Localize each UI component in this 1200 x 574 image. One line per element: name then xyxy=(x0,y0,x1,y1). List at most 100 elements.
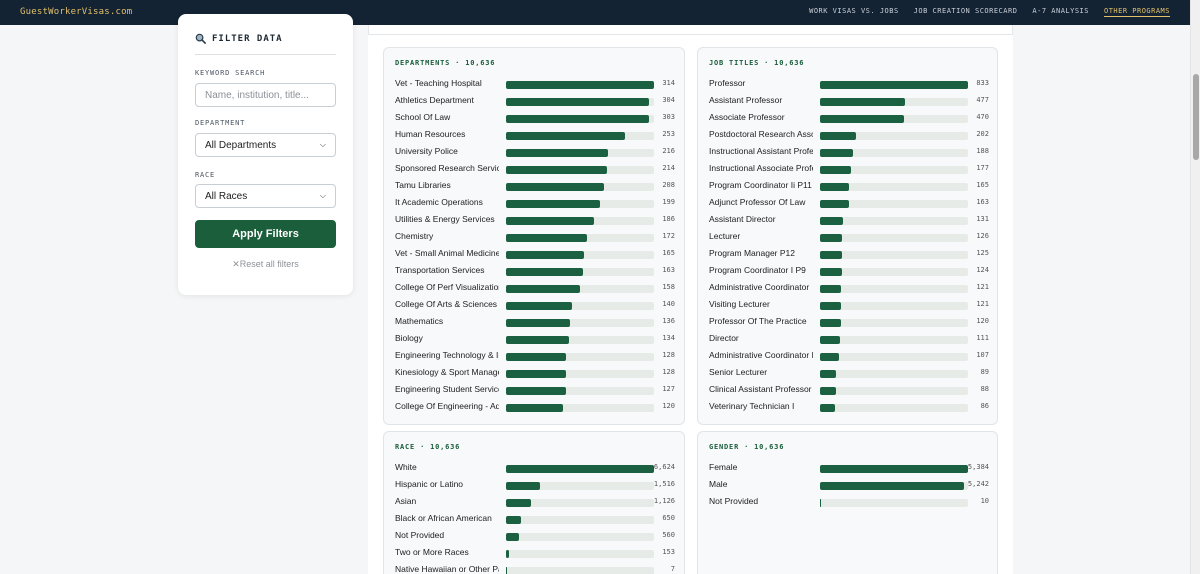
bar-count: 163 xyxy=(662,266,675,274)
page-scrollbar[interactable] xyxy=(1190,0,1200,574)
reset-filters-link[interactable]: ✕Reset all filters xyxy=(178,259,353,270)
nav-link-job-creation[interactable]: JOB CREATION SCORECARD xyxy=(913,7,1018,15)
main-content-header-strip xyxy=(368,25,1013,35)
bar-label: Athletics Department xyxy=(395,95,474,105)
bar-fill xyxy=(820,482,964,490)
bar-count: 131 xyxy=(976,215,989,223)
bar-row: Human Resources 253 xyxy=(395,128,675,142)
bar-count: 199 xyxy=(662,198,675,206)
nav-link-a7-analysis[interactable]: A-7 ANALYSIS xyxy=(1032,7,1089,15)
nav-link-work-visas[interactable]: WORK VISAS VS. JOBS xyxy=(809,7,899,15)
bar-label: Program Manager P12 xyxy=(709,248,795,258)
bar-row: Black or African American 650 xyxy=(395,512,675,526)
bar-label: Black or African American xyxy=(395,513,492,523)
bar-label: Assistant Director xyxy=(709,214,776,224)
bar-label: Program Coordinator I P9 xyxy=(709,265,806,275)
bar-track xyxy=(820,217,968,225)
bar-fill xyxy=(820,149,853,157)
bar-fill xyxy=(820,132,856,140)
bar-fill xyxy=(820,234,842,242)
bar-row: Postdoctoral Research Associate 202 xyxy=(709,128,989,142)
bar-count: 186 xyxy=(662,215,675,223)
apply-filters-button[interactable]: Apply Filters xyxy=(195,220,336,248)
chevron-down-icon: ⌵ xyxy=(319,140,326,149)
bar-row: Asian 1,126 xyxy=(395,495,675,509)
bar-label: Native Hawaiian or Other Pacific Islande… xyxy=(395,564,499,574)
bar-track xyxy=(506,81,654,89)
bar-fill xyxy=(506,268,583,276)
bar-count: 216 xyxy=(662,147,675,155)
bar-label: It Academic Operations xyxy=(395,197,483,207)
bar-fill xyxy=(506,516,521,524)
bar-row: Tamu Libraries 208 xyxy=(395,179,675,193)
bar-fill xyxy=(820,336,840,344)
bar-track xyxy=(820,166,968,174)
race-select-value: All Races xyxy=(205,190,248,202)
gender-panel: GENDER · 10,636 Female 5,384 Male 5,242 Not … xyxy=(697,431,998,574)
site-logo[interactable]: GuestWorkerVisas.com xyxy=(20,7,133,17)
race-panel: RACE · 10,636 White 6,624 Hispanic or Lati… xyxy=(383,431,685,574)
bar-count: 172 xyxy=(662,232,675,240)
bar-fill xyxy=(820,217,843,225)
bar-label: Vet - Small Animal Medicine xyxy=(395,248,499,258)
bar-label: Engineering Technology & Industrial xyxy=(395,350,499,360)
bar-count: 163 xyxy=(976,198,989,206)
bar-row: Vet - Small Animal Medicine 165 xyxy=(395,247,675,261)
bar-track xyxy=(820,465,968,473)
bar-fill xyxy=(506,336,569,344)
gender-panel-title: GENDER · 10,636 xyxy=(709,443,785,451)
bar-count: 120 xyxy=(662,402,675,410)
bar-row: Vet - Teaching Hospital 314 xyxy=(395,77,675,91)
bar-row: University Police 216 xyxy=(395,145,675,159)
bar-fill xyxy=(506,550,509,558)
bar-fill xyxy=(820,404,835,412)
department-select[interactable]: All Departments ⌵ xyxy=(195,133,336,157)
bar-track xyxy=(506,251,654,259)
departments-panel-title: DEPARTMENTS · 10,636 xyxy=(395,59,496,67)
bar-count: 86 xyxy=(980,402,989,410)
departments-panel: DEPARTMENTS · 10,636 Vet - Teaching Hosp… xyxy=(383,47,685,425)
bar-fill xyxy=(506,81,654,89)
bar-label: Instructional Assistant Professor xyxy=(709,146,813,156)
bar-count: 165 xyxy=(976,181,989,189)
bar-count: 5,242 xyxy=(967,480,989,488)
bar-fill xyxy=(506,482,540,490)
bar-fill xyxy=(506,499,531,507)
bar-count: 140 xyxy=(662,300,675,308)
keyword-search-input[interactable]: Name, institution, title... xyxy=(195,83,336,107)
divider xyxy=(195,54,336,55)
bar-label: Human Resources xyxy=(395,129,466,139)
bar-track xyxy=(820,387,968,395)
bar-track xyxy=(820,200,968,208)
bar-fill xyxy=(820,285,841,293)
bar-fill xyxy=(820,81,968,89)
bar-row: Mathematics 136 xyxy=(395,315,675,329)
bar-row: Engineering Technology & Industrial 128 xyxy=(395,349,675,363)
bar-track xyxy=(820,336,968,344)
nav-link-other-programs[interactable]: OTHER PROGRAMS xyxy=(1103,7,1170,17)
bar-track xyxy=(506,234,654,242)
bar-fill xyxy=(506,567,507,574)
bar-row: Assistant Professor 477 xyxy=(709,94,989,108)
scrollbar-thumb[interactable] xyxy=(1193,74,1199,160)
bar-track xyxy=(506,482,654,490)
bar-label: Postdoctoral Research Associate xyxy=(709,129,813,139)
bar-count: 253 xyxy=(662,130,675,138)
race-label: RACE xyxy=(195,171,216,179)
bar-fill xyxy=(506,183,604,191)
bar-track xyxy=(506,285,654,293)
bar-label: Female xyxy=(709,462,738,472)
bar-row: Administrative Coordinator 121 xyxy=(709,281,989,295)
bar-row: College Of Engineering - Admin 120 xyxy=(395,400,675,414)
bar-label: Assistant Professor xyxy=(709,95,783,105)
bar-track xyxy=(506,499,654,507)
bar-track xyxy=(820,404,968,412)
bar-count: 125 xyxy=(976,249,989,257)
bar-label: White xyxy=(395,462,417,472)
bar-track xyxy=(820,183,968,191)
bar-fill xyxy=(820,268,842,276)
bar-row: Professor 833 xyxy=(709,77,989,91)
bar-label: Two or More Races xyxy=(395,547,469,557)
bar-fill xyxy=(506,132,625,140)
race-select[interactable]: All Races ⌵ xyxy=(195,184,336,208)
